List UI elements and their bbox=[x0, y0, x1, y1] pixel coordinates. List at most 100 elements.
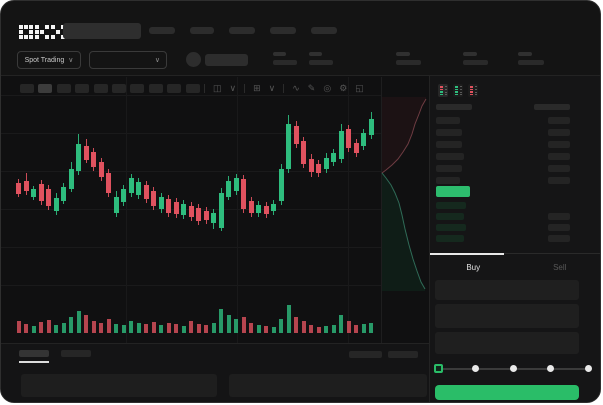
compare-icon[interactable]: ⊞ bbox=[253, 83, 261, 93]
table-placeholder bbox=[21, 374, 217, 397]
chart-canvas[interactable] bbox=[1, 75, 429, 344]
ask-price-bar[interactable] bbox=[436, 177, 460, 184]
asks-book-icon[interactable] bbox=[468, 84, 478, 97]
toolbar-divider bbox=[204, 83, 205, 93]
book-icon-line bbox=[474, 91, 477, 93]
book-icon-line bbox=[474, 86, 477, 88]
nav-item[interactable] bbox=[311, 26, 337, 34]
timeframe-row bbox=[1, 84, 429, 94]
bid-amount-bar bbox=[548, 235, 570, 242]
ask-price-bar[interactable] bbox=[436, 153, 464, 160]
book-icon-line bbox=[474, 94, 477, 96]
book-icon-dash bbox=[440, 88, 443, 91]
tab-buy[interactable]: Buy bbox=[466, 262, 481, 272]
table-placeholder bbox=[229, 374, 427, 397]
book-icon-line bbox=[444, 91, 447, 93]
book-icon-line bbox=[444, 94, 447, 96]
bid-price-bar[interactable] bbox=[436, 224, 466, 231]
chart-type-icon[interactable]: ◫ bbox=[213, 83, 222, 93]
ask-amount-bar bbox=[548, 141, 570, 148]
timeframe-button[interactable] bbox=[148, 84, 163, 93]
ask-price-bar[interactable] bbox=[436, 129, 462, 136]
timeframe-button[interactable] bbox=[20, 84, 34, 93]
book-icon-line bbox=[459, 94, 462, 96]
order-book-trade-panel: Buy Sell bbox=[429, 75, 600, 402]
book-icon-dash bbox=[440, 91, 443, 93]
timeframe-button[interactable] bbox=[75, 84, 90, 93]
market-type-selector[interactable]: Spot Trading ∨ bbox=[17, 51, 81, 69]
buy-submit-button[interactable] bbox=[435, 385, 579, 400]
slider-dot[interactable] bbox=[509, 365, 517, 372]
book-icon-dash bbox=[440, 93, 443, 96]
slider-dot[interactable] bbox=[472, 365, 479, 372]
last-price-bar[interactable] bbox=[436, 186, 470, 197]
search-input[interactable] bbox=[63, 23, 141, 39]
ask-amount-bar bbox=[548, 177, 570, 184]
bids-book-icon[interactable] bbox=[453, 84, 463, 97]
book-icon-dash bbox=[455, 91, 458, 93]
chevron-down-icon: ∨ bbox=[154, 57, 160, 64]
bid-price-bar[interactable] bbox=[436, 235, 464, 242]
book-icon-dash bbox=[470, 91, 473, 93]
combined-book-icon[interactable] bbox=[438, 84, 448, 97]
chevron-down-icon[interactable]: ∨ bbox=[229, 83, 237, 93]
nav-item[interactable] bbox=[190, 26, 214, 34]
timeframe-button[interactable] bbox=[167, 84, 182, 93]
bid-price-bar[interactable] bbox=[436, 202, 466, 209]
tab-sell[interactable]: Sell bbox=[553, 262, 567, 272]
stat-label bbox=[463, 52, 477, 56]
timeframe-button[interactable] bbox=[185, 84, 200, 93]
nav-item[interactable] bbox=[270, 26, 296, 34]
stat-label bbox=[309, 52, 322, 56]
toolbar-divider bbox=[244, 83, 246, 93]
bottom-tab[interactable] bbox=[19, 350, 49, 357]
stat-label bbox=[518, 52, 532, 56]
book-icon-line bbox=[459, 88, 462, 90]
bid-price-bar[interactable] bbox=[436, 213, 464, 220]
order-form-field[interactable] bbox=[435, 280, 579, 300]
ask-amount-bar bbox=[548, 129, 570, 136]
chevron-down-icon[interactable]: ∨ bbox=[268, 83, 276, 93]
book-icon-dash bbox=[455, 93, 458, 96]
panel-action[interactable] bbox=[349, 351, 382, 358]
book-icon-dash bbox=[455, 88, 458, 91]
ask-amount-bar bbox=[548, 165, 570, 172]
book-icon-line bbox=[444, 86, 447, 88]
ticker-stats bbox=[1, 47, 600, 73]
slider-dot[interactable] bbox=[547, 365, 554, 372]
okx-logo[interactable] bbox=[19, 25, 65, 39]
pair-dropdown[interactable]: ∨ bbox=[89, 51, 167, 69]
nav-item[interactable] bbox=[149, 26, 175, 34]
active-tab-underline bbox=[19, 361, 49, 363]
active-tab-indicator bbox=[430, 253, 504, 255]
stat-value bbox=[396, 60, 421, 65]
stat-value bbox=[463, 60, 488, 65]
ask-price-bar[interactable] bbox=[436, 165, 462, 172]
timeframe-button[interactable] bbox=[130, 84, 145, 93]
draw-icon[interactable]: ✎ bbox=[307, 83, 316, 93]
timeframe-button[interactable] bbox=[56, 84, 71, 93]
timeframe-button[interactable] bbox=[112, 84, 126, 93]
nav-item[interactable] bbox=[229, 26, 255, 34]
timeframe-button[interactable] bbox=[93, 84, 108, 93]
screenshot-icon[interactable]: ◎ bbox=[323, 83, 332, 93]
slider-dot[interactable] bbox=[584, 365, 592, 372]
settings-icon[interactable]: ⚙ bbox=[339, 83, 348, 93]
book-icon-line bbox=[444, 88, 447, 90]
ask-price-bar[interactable] bbox=[436, 117, 460, 124]
indicators-icon[interactable]: ∿ bbox=[292, 83, 300, 93]
timeframe-button[interactable] bbox=[38, 84, 53, 93]
book-icon-line bbox=[459, 91, 462, 93]
bottom-tab[interactable] bbox=[61, 350, 91, 357]
ask-price-bar[interactable] bbox=[436, 141, 462, 148]
stat-value bbox=[309, 60, 333, 65]
logo-letter-K bbox=[35, 25, 49, 39]
fullscreen-icon[interactable]: ◱ bbox=[355, 83, 364, 93]
coin-icon bbox=[186, 52, 201, 67]
order-form-field[interactable] bbox=[435, 332, 579, 354]
book-icon-line bbox=[474, 88, 477, 90]
slider-handle[interactable] bbox=[433, 364, 443, 373]
panel-action[interactable] bbox=[388, 351, 418, 358]
stat-value bbox=[518, 60, 544, 65]
order-form-field[interactable] bbox=[435, 304, 579, 328]
